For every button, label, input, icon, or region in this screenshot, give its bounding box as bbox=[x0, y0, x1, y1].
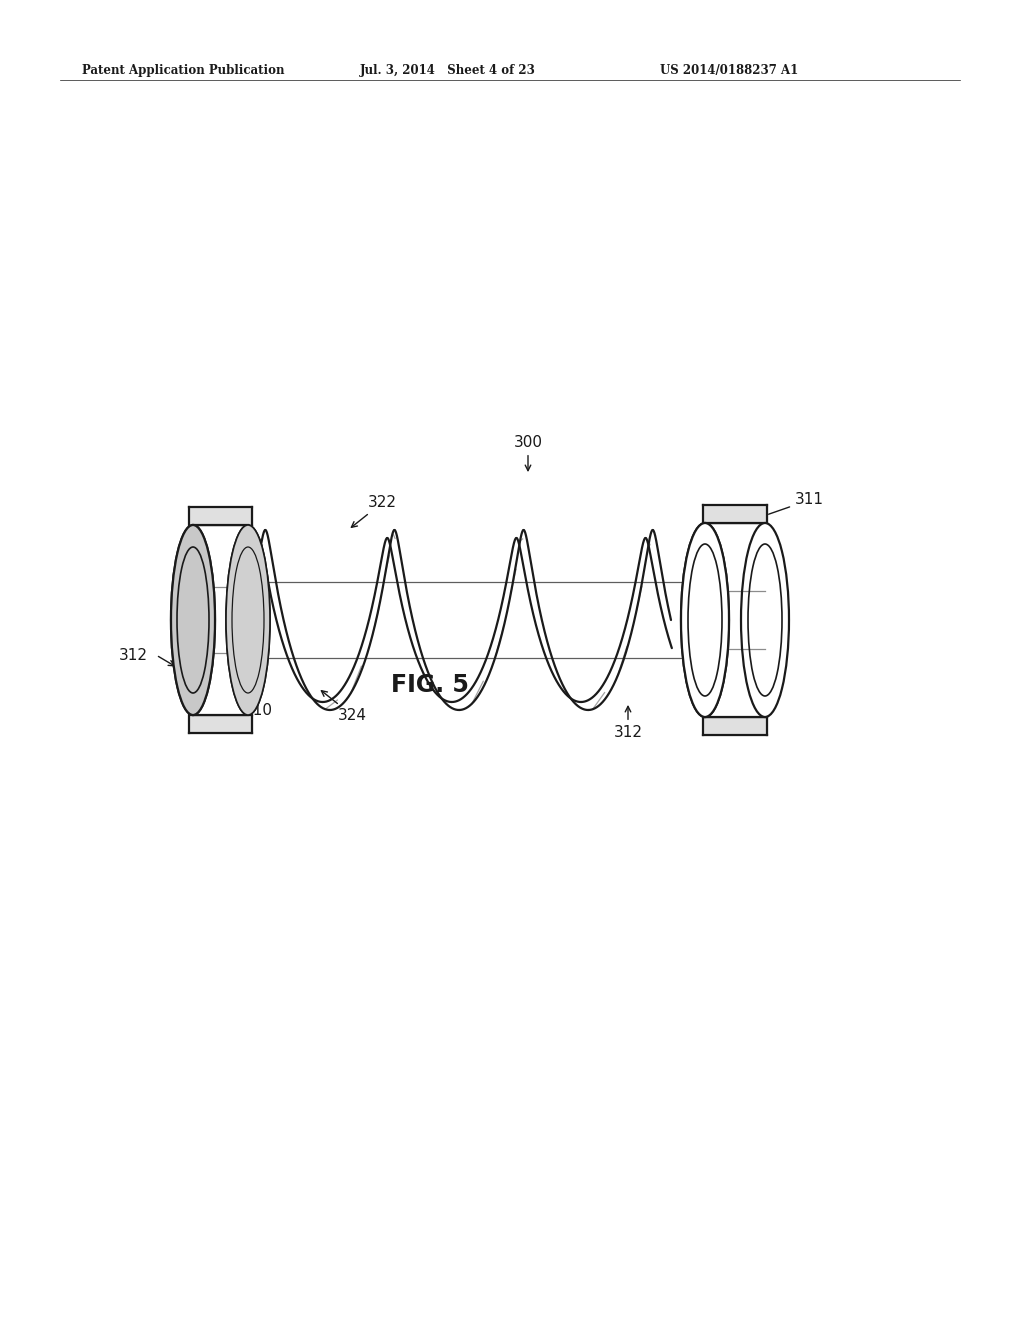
Text: 312: 312 bbox=[119, 648, 148, 663]
Polygon shape bbox=[703, 717, 767, 735]
Ellipse shape bbox=[681, 523, 729, 717]
Text: US 2014/0188237 A1: US 2014/0188237 A1 bbox=[660, 63, 799, 77]
Ellipse shape bbox=[226, 525, 270, 715]
Text: 324: 324 bbox=[322, 690, 367, 723]
Text: 300: 300 bbox=[513, 436, 543, 471]
Ellipse shape bbox=[681, 523, 729, 717]
Ellipse shape bbox=[171, 525, 215, 715]
Ellipse shape bbox=[171, 525, 215, 715]
Ellipse shape bbox=[226, 525, 270, 715]
Text: Jul. 3, 2014   Sheet 4 of 23: Jul. 3, 2014 Sheet 4 of 23 bbox=[360, 63, 536, 77]
Polygon shape bbox=[189, 507, 252, 525]
Ellipse shape bbox=[741, 523, 790, 717]
Text: Patent Application Publication: Patent Application Publication bbox=[82, 63, 285, 77]
Text: 312: 312 bbox=[613, 706, 642, 741]
Text: 310: 310 bbox=[244, 686, 272, 718]
Text: 322: 322 bbox=[351, 495, 397, 527]
Polygon shape bbox=[705, 523, 765, 717]
Polygon shape bbox=[233, 525, 685, 715]
Polygon shape bbox=[189, 715, 252, 733]
Text: 311: 311 bbox=[756, 492, 824, 519]
Polygon shape bbox=[703, 506, 767, 523]
Polygon shape bbox=[193, 525, 248, 715]
Text: FIG. 5: FIG. 5 bbox=[391, 673, 469, 697]
